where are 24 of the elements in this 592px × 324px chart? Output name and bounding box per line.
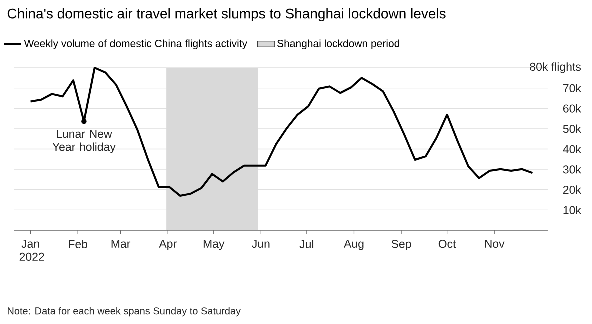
text: Note: Data for each week spans Sunday to Saturday (8, 307, 241, 317)
y-tick-label: 10k (564, 206, 582, 214)
y-tick-label: 20k (563, 186, 582, 194)
x-tick-label: Sep (392, 240, 412, 250)
x-tick-label: Aug (344, 240, 364, 250)
x-tick-label: Jul (300, 240, 314, 248)
x-tick-label: Jan 2022 (20, 240, 44, 262)
x-tick-label: Oct (438, 240, 456, 248)
x-tick-label: Mar (112, 240, 131, 248)
chart-title: China's domestic air travel market slumps to Shanghai lockdown levels (8, 8, 446, 22)
x-tick-label: Nov (485, 240, 505, 248)
legend-label: Shanghai lockdown period (278, 40, 400, 50)
annotation: Lunar New Year holiday (52, 130, 116, 154)
x-tick-label: May (204, 240, 225, 250)
y-tick-label: 40k (563, 145, 582, 154)
y-tick-label: 50k (563, 124, 582, 134)
y-tick-label: 80k flights (530, 62, 582, 74)
x-tick-label: Feb (69, 240, 88, 248)
y-tick-label: 60k (563, 104, 582, 113)
legend-label: Weekly volume of domestic China flights activity (24, 40, 248, 50)
y-tick-label: 30k (563, 165, 582, 174)
y-tick-label: 70k (564, 84, 582, 93)
x-tick-label: Jun (252, 240, 270, 248)
x-tick-label: Apr (159, 240, 177, 250)
